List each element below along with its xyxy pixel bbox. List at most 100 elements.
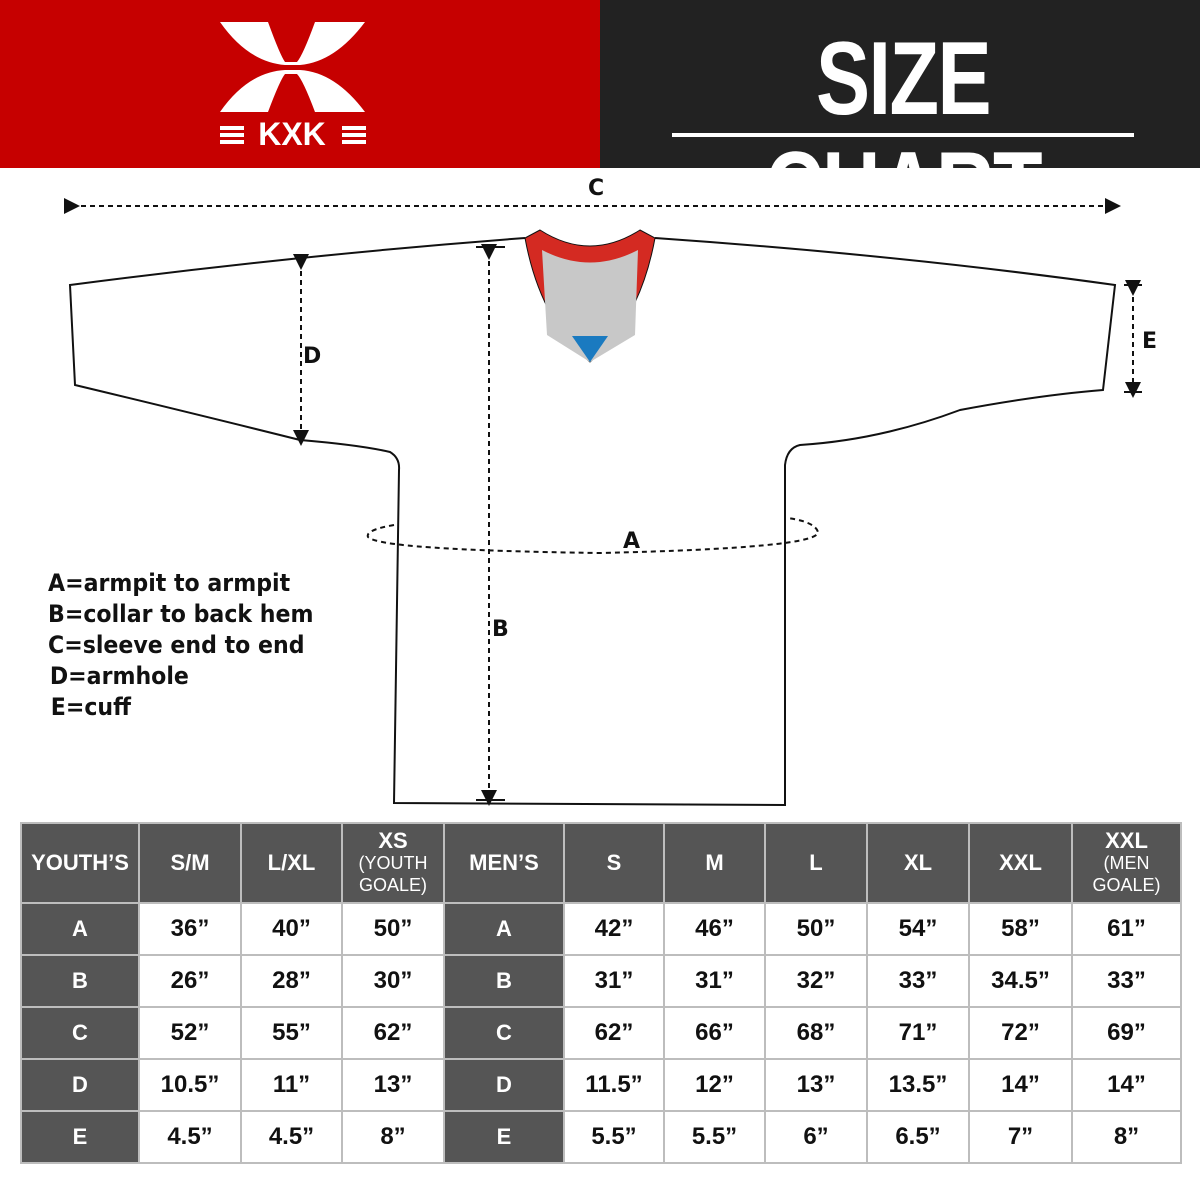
legend-item: A=armpit to armpit xyxy=(48,569,291,597)
men-value: 62” xyxy=(563,1006,665,1060)
size-label: XXL xyxy=(1105,828,1148,853)
row-label: C xyxy=(443,1006,565,1060)
label-a: A xyxy=(623,529,641,554)
men-value: 8” xyxy=(1071,1110,1182,1164)
size-sublabel: (YOUTH GOALE) xyxy=(358,853,428,895)
svg-text:KXK: KXK xyxy=(258,116,326,152)
men-value: 13.5” xyxy=(866,1058,970,1112)
row-label: B xyxy=(443,954,565,1008)
label-b: B xyxy=(492,617,509,642)
size-label: S xyxy=(606,850,622,875)
size-label: XXL xyxy=(999,850,1042,875)
kxk-logo: KXK xyxy=(220,22,366,152)
youth-value: 40” xyxy=(240,902,343,956)
men-value: 5.5” xyxy=(563,1110,665,1164)
youth-value: 50” xyxy=(341,902,445,956)
legend-item: D=armhole xyxy=(49,662,189,690)
youth-value: 4.5” xyxy=(240,1110,343,1164)
men-value: 6.5” xyxy=(866,1110,970,1164)
men-value: 33” xyxy=(1071,954,1182,1008)
size-table: YOUTH’S S/M L/XL XS (YOUTH GOALE) MEN’S S M L XL X… xyxy=(20,822,1182,1164)
men-value: 66” xyxy=(663,1006,766,1060)
size-label: S/M xyxy=(170,850,210,875)
men-value: 68” xyxy=(764,1006,868,1060)
header-brand-panel: KXK xyxy=(0,0,600,168)
header-title-panel xyxy=(600,0,1200,168)
men-value: 32” xyxy=(764,954,868,1008)
men-value: 11.5” xyxy=(563,1058,665,1112)
youth-value: 36” xyxy=(138,902,242,956)
youth-value: 62” xyxy=(341,1006,445,1060)
men-value: 34.5” xyxy=(968,954,1073,1008)
table-header-row: YOUTH’S S/M L/XL XS (YOUTH GOALE) MEN’S S M L XL X… xyxy=(20,822,1182,904)
men-size-header: XXL xyxy=(968,822,1073,904)
youth-value: 28” xyxy=(240,954,343,1008)
youth-value: 13” xyxy=(341,1058,445,1112)
youth-value: 26” xyxy=(138,954,242,1008)
size-label: XS xyxy=(378,828,408,853)
men-size-header: XXL (MEN GOALE) xyxy=(1071,822,1182,904)
jersey-diagram xyxy=(64,198,1142,807)
men-size-header: XL xyxy=(866,822,970,904)
size-label: L xyxy=(809,850,823,875)
youth-value: 55” xyxy=(240,1006,343,1060)
title-underline xyxy=(672,133,1134,137)
men-size-header: S xyxy=(563,822,665,904)
men-value: 14” xyxy=(968,1058,1073,1112)
youth-value: 10.5” xyxy=(138,1058,242,1112)
table-row: A 36” 40” 50” A 42” 46” 50” 54” 58” 61” xyxy=(20,902,1182,956)
table-row: B 26” 28” 30” B 31” 31” 32” 33” 34.5” 33” xyxy=(20,954,1182,1008)
youth-header: YOUTH’S xyxy=(20,822,140,904)
men-value: 54” xyxy=(866,902,970,956)
men-value: 7” xyxy=(968,1110,1073,1164)
table-row: D 10.5” 11” 13” D 11.5” 12” 13” 13.5” 14” 14” xyxy=(20,1058,1182,1112)
men-value: 5.5” xyxy=(663,1110,766,1164)
men-value: 42” xyxy=(563,902,665,956)
table-row: C 52” 55” 62” C 62” 66” 68” 71” 72” 69” xyxy=(20,1006,1182,1060)
men-value: 31” xyxy=(663,954,766,1008)
youth-size-header: XS (YOUTH GOALE) xyxy=(341,822,445,904)
men-size-header: M xyxy=(663,822,766,904)
men-value: 14” xyxy=(1071,1058,1182,1112)
men-value: 12” xyxy=(663,1058,766,1112)
men-value: 69” xyxy=(1071,1006,1182,1060)
label-c: C xyxy=(588,176,605,201)
youth-size-header: S/M xyxy=(138,822,242,904)
youth-value: 30” xyxy=(341,954,445,1008)
label-e: E xyxy=(1142,329,1158,354)
table-row: E 4.5” 4.5” 8” E 5.5” 5.5” 6” 6.5” 7” 8” xyxy=(20,1110,1182,1164)
men-value: 31” xyxy=(563,954,665,1008)
men-value: 6” xyxy=(764,1110,868,1164)
row-label: B xyxy=(20,954,140,1008)
size-sublabel: (MEN GOALE) xyxy=(1092,853,1161,895)
men-value: 58” xyxy=(968,902,1073,956)
men-header: MEN’S xyxy=(443,822,565,904)
men-value: 13” xyxy=(764,1058,868,1112)
men-value: 71” xyxy=(866,1006,970,1060)
men-value: 46” xyxy=(663,902,766,956)
row-label: E xyxy=(20,1110,140,1164)
row-label: D xyxy=(443,1058,565,1112)
men-value: 72” xyxy=(968,1006,1073,1060)
legend-item: C=sleeve end to end xyxy=(48,631,305,659)
measurement-legend: A=armpit to armpit B=collar to back hem … xyxy=(48,568,337,723)
row-label: E xyxy=(443,1110,565,1164)
size-label: XL xyxy=(903,850,933,875)
youth-value: 11” xyxy=(240,1058,343,1112)
men-size-header: L xyxy=(764,822,868,904)
youth-value: 52” xyxy=(138,1006,242,1060)
youth-size-header: L/XL xyxy=(240,822,343,904)
legend-item: B=collar to back hem xyxy=(48,600,314,628)
row-label: A xyxy=(443,902,565,956)
row-label: A xyxy=(20,902,140,956)
men-value: 33” xyxy=(866,954,970,1008)
row-label: D xyxy=(20,1058,140,1112)
legend-item: E=cuff xyxy=(50,693,132,721)
youth-value: 8” xyxy=(341,1110,445,1164)
men-value: 61” xyxy=(1071,902,1182,956)
men-value: 50” xyxy=(764,902,868,956)
page-title: SIZE CHART xyxy=(764,21,1043,247)
label-d: D xyxy=(303,344,322,369)
size-label: M xyxy=(705,850,724,875)
row-label: C xyxy=(20,1006,140,1060)
